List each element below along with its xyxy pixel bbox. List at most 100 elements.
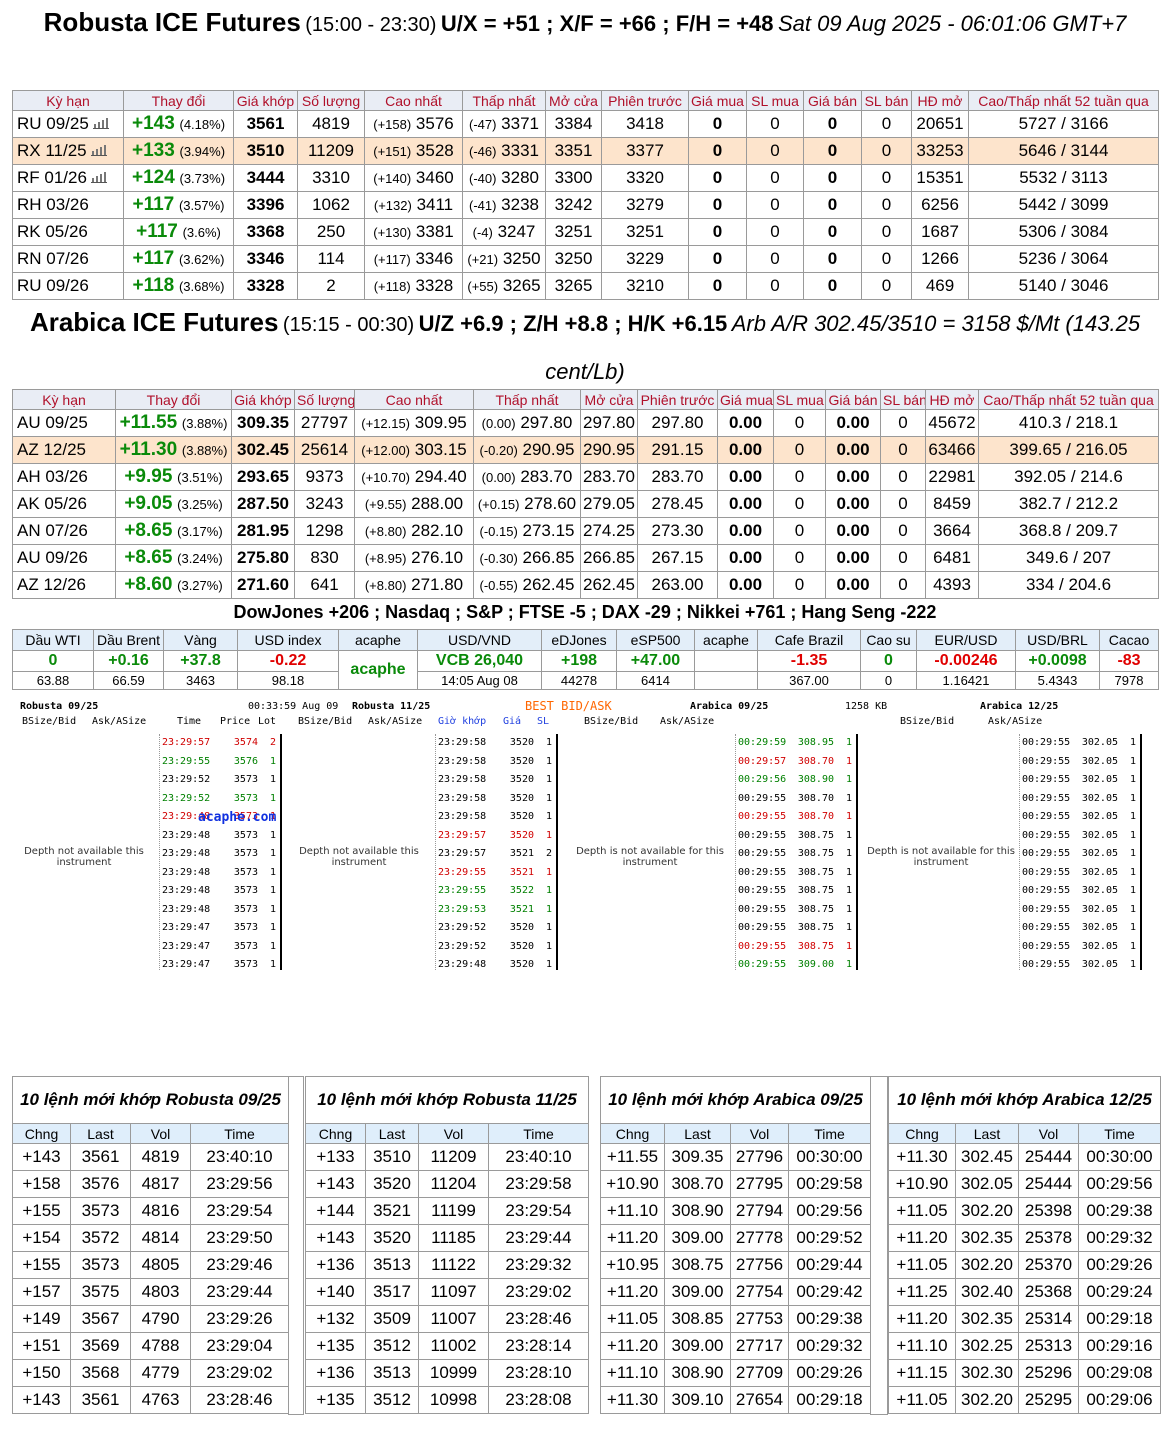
trade-volume: 11007	[418, 1305, 489, 1333]
contract-row: RH 03/26 +117 (3.57%) 3396 1062 (+132) 3411(…	[12, 191, 1159, 219]
range-52w: 5140 / 3046	[968, 272, 1159, 300]
panel-note: BEST BID/ASK	[525, 699, 612, 713]
depth-message: Depth not available this instrument	[299, 846, 419, 868]
trade-time: 00:29:55	[1022, 755, 1071, 767]
low: (-46) 3331	[462, 137, 546, 165]
trade-change: +143	[305, 1170, 366, 1198]
trade-time: 23:29:52	[162, 792, 211, 804]
trade-lot: 1	[845, 829, 852, 841]
chart-icon[interactable]	[92, 117, 109, 129]
trade-row: +135 3512 11002 23:28:14	[305, 1332, 590, 1360]
column-header: Time	[787, 1123, 872, 1144]
open-interest: 22981	[925, 463, 979, 491]
trade-lot: 1	[545, 792, 552, 804]
bid: 0.00	[717, 463, 774, 491]
chart-icon[interactable]	[90, 144, 107, 156]
high: (+140) 3460	[364, 164, 463, 192]
trade-time: 23:29:32	[487, 1251, 590, 1279]
match-price: 3346	[233, 245, 298, 273]
volume: 641	[294, 571, 355, 599]
high: (+12.15) 309.95	[354, 409, 474, 437]
trade-time: 23:29:47	[162, 940, 211, 952]
contract: RF 01/26	[12, 164, 124, 192]
trade-time: 00:29:08	[1077, 1359, 1162, 1387]
match-price: 3444	[233, 164, 298, 192]
trade-time: 00:29:52	[787, 1224, 872, 1252]
column-header: Giá bán	[803, 90, 862, 111]
column-header: Last	[365, 1123, 419, 1144]
trade-change: +136	[305, 1251, 366, 1279]
change: +117 (3.6%)	[123, 218, 234, 246]
range-52w: 5727 / 3166	[968, 110, 1159, 138]
trade-row: +140 3517 11097 23:29:02	[305, 1278, 590, 1306]
trade-volume: 4803	[130, 1278, 191, 1306]
ask: 0.00	[825, 490, 881, 518]
trade-last: 3521	[365, 1197, 419, 1225]
chart-icon[interactable]	[90, 171, 107, 183]
contract: AN 07/26	[12, 517, 116, 545]
column-header: HĐ mở	[911, 90, 969, 111]
low-change: (+55)	[467, 279, 499, 294]
panel-note: 00:33:59 Aug 09	[248, 701, 339, 712]
ask-size: 0	[861, 137, 912, 165]
change-value: +118	[132, 275, 175, 296]
trade-last: 302.35	[955, 1305, 1019, 1333]
contract-code: RN 07/26	[17, 249, 89, 268]
trade-volume: 10999	[418, 1359, 489, 1387]
trade-row: +143 3561 4819 23:40:10	[12, 1143, 290, 1171]
trade-volume: 25313	[1018, 1332, 1079, 1360]
change-percent: (4.18%)	[179, 117, 226, 132]
ask-size: 0	[861, 110, 912, 138]
volume: 250	[297, 218, 365, 246]
range-52w: 5442 / 3099	[968, 191, 1159, 219]
trade-price: 3576	[233, 755, 258, 767]
trade-row: +11.20 309.00 27754 00:29:42	[600, 1278, 872, 1306]
trade-price: 3573	[233, 792, 258, 804]
trade-row: +11.20 302.35 25314 00:29:18	[888, 1305, 1162, 1333]
market-name: USD/VND	[417, 629, 542, 651]
high: (+130) 3381	[364, 218, 463, 246]
match-price: 3396	[233, 191, 298, 219]
trade-change: +151	[12, 1332, 71, 1360]
low-value: 3371	[501, 114, 539, 133]
high-value: 303.15	[414, 440, 467, 459]
trade-time: 00:29:55	[738, 885, 787, 896]
trade-price: 302.05	[1081, 922, 1118, 933]
high-value: 3381	[415, 222, 454, 241]
header-row: Chng Last Vol Time	[12, 1123, 290, 1144]
trade-time: 00:29:55	[1022, 940, 1071, 952]
open: 3242	[545, 191, 602, 219]
change: +143 (4.18%)	[123, 110, 234, 138]
robusta-table-wrap: Kỳ hạn Thay đổi Giá khớp Số lượng Cao nhất Th…	[12, 90, 1159, 300]
low-change: (+21)	[467, 252, 499, 267]
trade-time: 23:29:58	[438, 737, 487, 748]
column-header: Vol	[730, 1123, 789, 1144]
column-header: SL mua	[746, 90, 804, 111]
trade-row: +11.30 309.10 27654 00:29:18	[600, 1386, 872, 1414]
trade-lot: 1	[1129, 811, 1136, 822]
column-header: Last	[70, 1123, 131, 1144]
ask: 0	[803, 245, 862, 273]
trade-row: +150 3568 4779 23:29:02	[12, 1359, 290, 1387]
trade-last: 302.20	[955, 1386, 1019, 1414]
panel-title: Arabica 09/25	[690, 701, 769, 712]
high: (+12.00) 303.15	[354, 436, 474, 464]
title: Arabica ICE Futures	[29, 307, 279, 337]
change-value: +8.60	[124, 574, 173, 595]
trade-lot: 1	[545, 755, 552, 767]
open-interest: 6481	[925, 544, 979, 572]
trade-last: 3572	[70, 1224, 131, 1252]
trade-change: +11.30	[600, 1386, 665, 1414]
contract-row: RF 01/26 +124 (3.73%) 3444 3310 (+140) 3460(…	[12, 164, 1159, 192]
trade-lot: 1	[269, 829, 276, 841]
column-header: Thấp nhất	[462, 90, 546, 111]
trade-lot: 1	[845, 848, 852, 859]
previous: 3377	[601, 137, 689, 165]
previous: 263.00	[637, 571, 718, 599]
trade-time: 23:29:47	[162, 959, 211, 970]
high-change: (+12.00)	[361, 443, 411, 458]
trade-change: +10.95	[600, 1251, 665, 1279]
trade-volume: 10998	[418, 1386, 489, 1414]
high-change: (+132)	[373, 198, 412, 213]
trade-volume: 25444	[1018, 1170, 1079, 1198]
